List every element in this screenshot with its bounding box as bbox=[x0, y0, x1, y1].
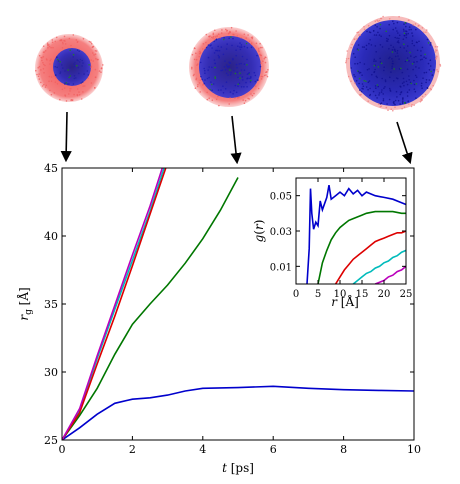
inset-series-line-3 bbox=[352, 249, 406, 284]
inset-xtick-label-0: 0 bbox=[293, 289, 299, 300]
main-xlabel: t [ps] bbox=[222, 461, 254, 475]
inset-series-line-4 bbox=[374, 265, 406, 284]
inset-xtick-label-5: 25 bbox=[400, 289, 413, 300]
main-chart: 0 2 4 6 8 10 25 30 35 40 45 t [ps] rg [Å] bbox=[16, 162, 421, 475]
main-xtick-label-0: 0 bbox=[59, 443, 66, 456]
main-ytick-label-4: 45 bbox=[44, 162, 58, 175]
main-xtick-label-3: 6 bbox=[270, 443, 277, 456]
inset-chart: 0 5 10 15 20 25 0.01 0.03 0.05 r [Å] g(r) bbox=[252, 177, 413, 309]
inset-ylabel: g(r) bbox=[252, 220, 266, 243]
arrow-late bbox=[396, 121, 413, 165]
main-series-line-0 bbox=[62, 385, 414, 440]
main-series-line-1 bbox=[62, 177, 239, 440]
main-series-line-3 bbox=[62, 168, 167, 440]
inset-ytick-label-0: 0.01 bbox=[270, 262, 292, 273]
inset-xtick-label-4: 20 bbox=[378, 289, 391, 300]
main-ylabel: rg [Å] bbox=[16, 287, 34, 320]
main-xtick-label-4: 8 bbox=[340, 443, 347, 456]
inset-xtick-label-3: 15 bbox=[356, 289, 369, 300]
inset-xlabel: r [Å] bbox=[331, 294, 359, 309]
inset-background bbox=[296, 178, 406, 284]
main-series-line-4 bbox=[62, 168, 164, 440]
main-ytick-label-0: 25 bbox=[44, 434, 58, 447]
inset-xtick-label-1: 5 bbox=[315, 289, 321, 300]
inset-ytick-label-1: 0.03 bbox=[270, 227, 292, 238]
main-xtick-label-2: 4 bbox=[199, 443, 206, 456]
snapshot-particles bbox=[35, 15, 442, 112]
main-xtick-label-5: 10 bbox=[407, 443, 421, 456]
main-ytick-label-2: 35 bbox=[44, 298, 58, 311]
main-ytick-label-1: 30 bbox=[44, 366, 58, 379]
inset-xtick-label-2: 10 bbox=[334, 289, 347, 300]
inset-series-line-0 bbox=[306, 184, 406, 284]
inset-series-line-2 bbox=[334, 230, 406, 284]
main-xtick-label-1: 2 bbox=[129, 443, 136, 456]
inset-series-line-1 bbox=[317, 210, 406, 284]
snapshot-early bbox=[35, 34, 103, 102]
arrow-early bbox=[60, 111, 72, 163]
main-ytick-label-3: 40 bbox=[44, 230, 58, 243]
arrow-mid bbox=[230, 115, 242, 165]
inset-ytick-label-2: 0.05 bbox=[270, 192, 292, 203]
